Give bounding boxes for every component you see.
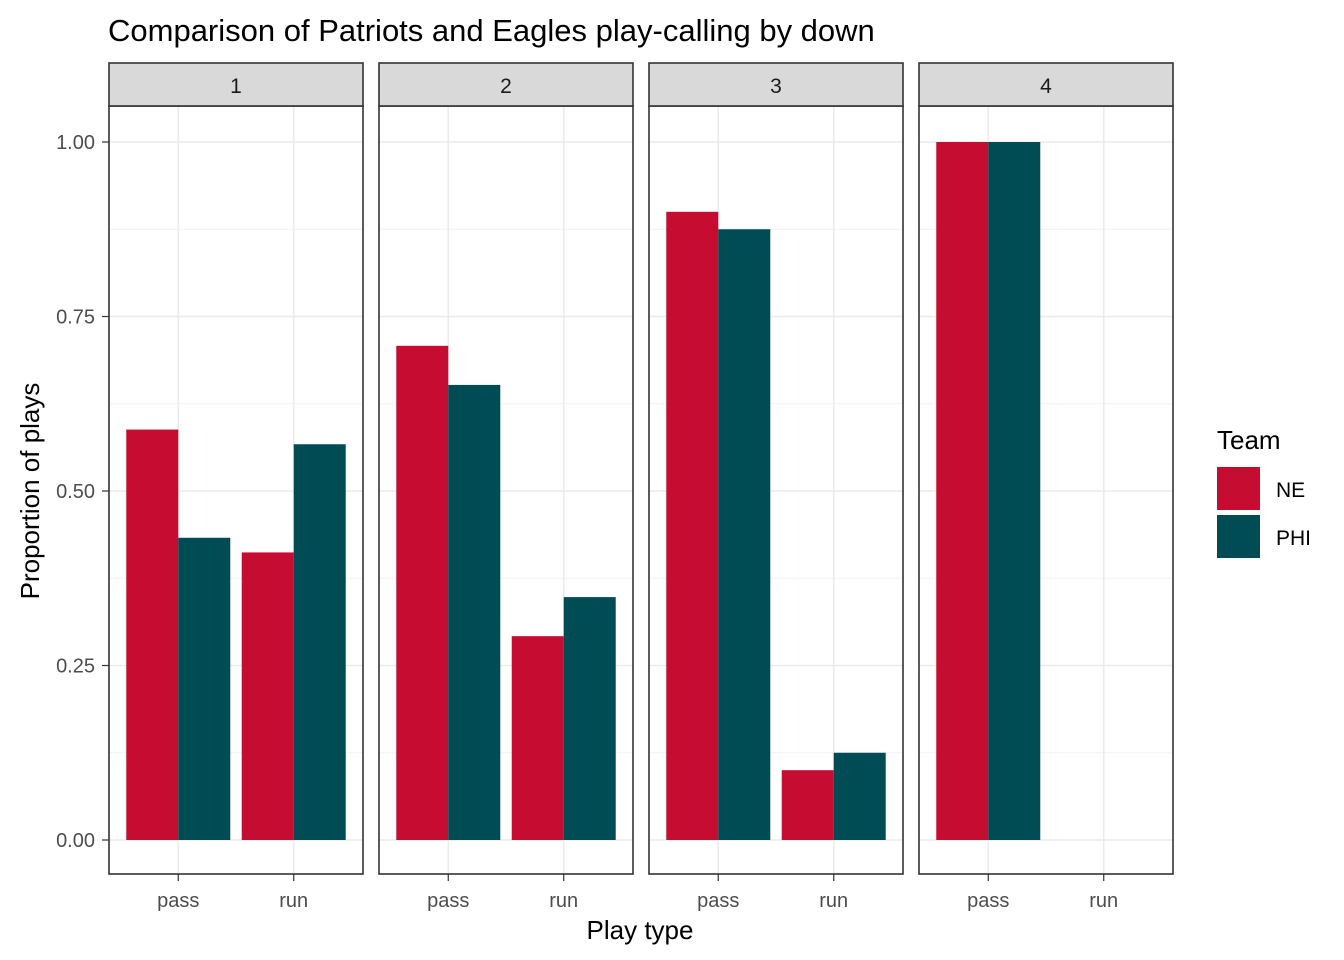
y-tick-label: 0.25 [56,656,95,678]
bar-phi-run-down-3 [833,752,886,840]
facet-panel-4: 4 pass run [918,62,1174,912]
bar-ne-pass-down-3 [666,211,719,841]
y-tick-label: 0.00 [56,830,95,852]
bar-phi-pass-down-1 [178,537,231,840]
legend-label-ne: NE [1276,479,1305,502]
x-axis-title: Play type [587,915,694,945]
bar-ne-run-down-3 [781,770,834,840]
x-tick-label: pass [697,890,739,912]
x-tick-label: run [279,890,308,912]
x-tick-label: pass [967,890,1009,912]
legend-key-phi [1217,515,1260,558]
facet-strip-label: 2 [500,75,512,98]
x-tick-label: run [1089,890,1118,912]
legend: Team NE PHI [1217,425,1311,558]
bar-phi-run-down-1 [293,444,346,840]
y-tick-label: 0.75 [56,307,95,329]
facet-strip-label: 3 [770,75,782,98]
bar-ne-pass-down-1 [126,429,179,840]
facet-panels: 1 pass run 2 pass run 3 pass run 4 pass run [108,62,1174,912]
facet-strip-label: 4 [1040,75,1052,98]
bar-ne-run-down-1 [241,552,294,840]
x-tick-label: run [549,890,578,912]
facet-strip [648,62,904,107]
bar-phi-pass-down-4 [988,142,1041,840]
facet-panel-2: 2 pass run [378,62,634,912]
facet-strip-label: 1 [230,75,242,98]
x-tick-label: pass [157,890,199,912]
bar-ne-run-down-2 [511,636,564,840]
legend-label-phi: PHI [1276,527,1311,550]
facet-panel-3: 3 pass run [648,62,904,912]
y-axis: 0.00 0.25 0.50 0.75 1.00 [56,132,109,852]
y-tick-label: 0.50 [56,481,95,503]
facet-strip [918,62,1174,107]
facet-strip [378,62,634,107]
legend-key-ne [1217,467,1260,510]
bar-ne-pass-down-4 [936,142,989,840]
bar-ne-pass-down-2 [396,345,449,840]
y-axis-title: Proportion of plays [15,383,45,600]
y-tick-label: 1.00 [56,132,95,154]
x-tick-label: pass [427,890,469,912]
facet-panel-1: 1 pass run [108,62,364,912]
bar-phi-pass-down-3 [718,229,771,840]
facet-strip [108,62,364,107]
bar-phi-run-down-2 [563,597,616,840]
chart-title: Comparison of Patriots and Eagles play-c… [108,13,875,48]
legend-title: Team [1217,425,1281,455]
bar-phi-pass-down-2 [448,384,501,840]
x-tick-label: run [819,890,848,912]
